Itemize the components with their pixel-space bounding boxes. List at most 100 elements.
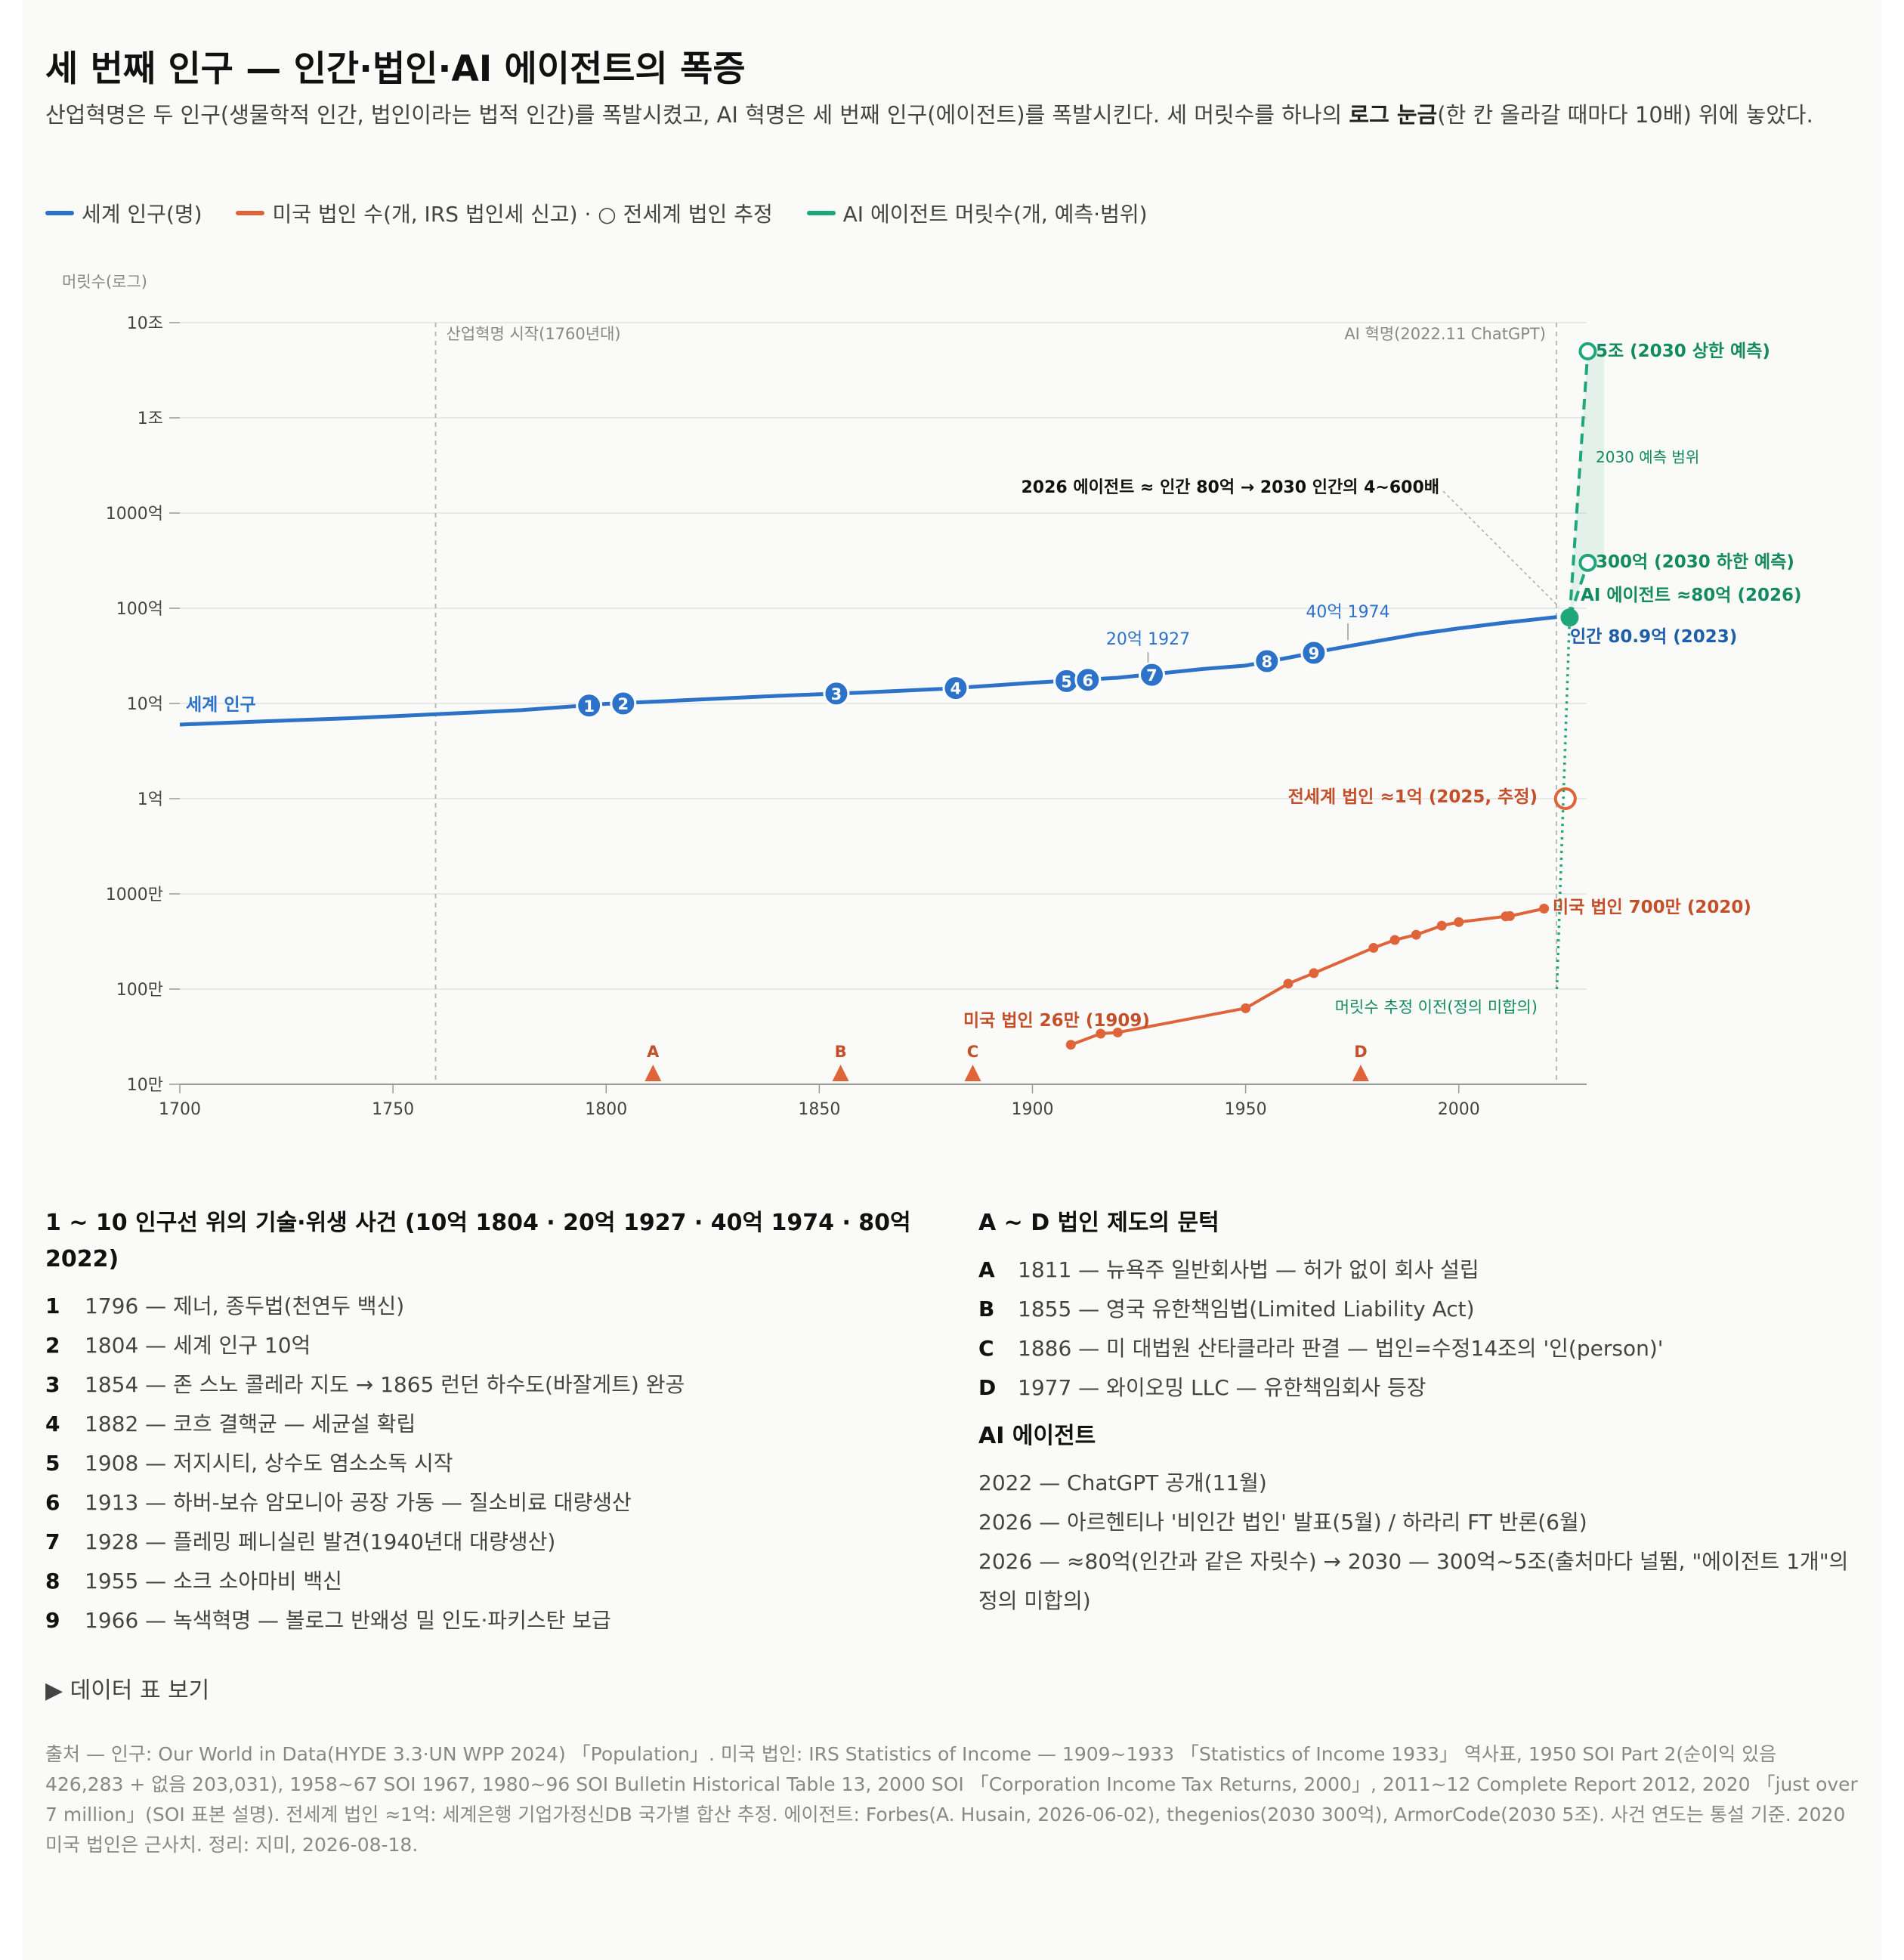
threshold-marker: [644, 1065, 662, 1081]
event-text: 1882 — 코흐 결핵균 — 세균설 확립: [85, 1411, 416, 1436]
pop-2b-label: 20억 1927: [1106, 630, 1190, 649]
agent-range-label: 2030 예측 범위: [1596, 448, 1699, 466]
corp-point: [1112, 1027, 1123, 1037]
threshold-key: A: [978, 1257, 995, 1282]
page-title: 세 번째 인구 — 인간·법인·AI 에이전트의 폭증: [45, 48, 746, 90]
legend-label-agents: AI 에이전트 머릿수(개, 예측·범위): [842, 202, 1148, 227]
threshold-text: 1886 — 미 대법원 산타클라라 판결 — 법인=수정14조의 '인(per…: [1018, 1336, 1664, 1361]
callout-leader: [1442, 490, 1559, 607]
agent-2026-label: AI 에이전트 ≈80억 (2026): [1581, 586, 1802, 605]
event-marker-label: 8: [1262, 653, 1273, 671]
legend-item-agents: AI 에이전트 머릿수(개, 예측·범위): [806, 198, 1148, 228]
events-notes: 1 ~ 10 인구선 위의 기술·위생 사건 (10억 1804 · 20억 1…: [45, 1205, 937, 1640]
x-tick-label: 2000: [1438, 1100, 1480, 1118]
threshold-marker-label: A: [647, 1043, 660, 1061]
x-tick-label: 1950: [1225, 1100, 1267, 1118]
ai-item: 2026 — ≈80억(인간과 같은 자릿수) → 2030 — 300억~5조…: [978, 1549, 1849, 1613]
vline-label: 산업혁명 시작(1760년대): [447, 325, 621, 343]
threshold-text: 1811 — 뉴욕주 일반회사법 — 허가 없이 회사 설립: [1018, 1257, 1479, 1282]
x-tick-label: 1700: [159, 1100, 201, 1118]
event-text: 1854 — 존 스노 콜레라 지도 → 1865 런던 하수도(바잘게트) 완…: [85, 1372, 685, 1397]
event-marker-label: 9: [1309, 645, 1320, 663]
thresholds-heading: A ~ D 법인 제도의 문턱: [978, 1210, 1219, 1236]
event-marker: [576, 692, 603, 719]
data-table-toggle[interactable]: ▶ 데이터 표 보기: [45, 1677, 210, 1704]
corp-point: [1436, 920, 1447, 931]
thresholds-notes: A ~ D 법인 제도의 문턱 A 1811 — 뉴욕주 일반회사법 — 허가 없…: [978, 1205, 1862, 1621]
y-tick-label: 1조: [138, 410, 163, 428]
event-text: 1796 — 제너, 종두법(천연두 백신): [85, 1294, 405, 1319]
agent-lower-point: [1578, 553, 1597, 572]
threshold-key: C: [978, 1336, 994, 1361]
event-marker-label: 7: [1146, 666, 1158, 685]
y-tick-label: 10억: [127, 695, 163, 714]
event-key: 1: [45, 1294, 60, 1319]
event-marker-label: 2: [617, 695, 629, 713]
legend-label-corporations: 미국 법인 수(개, IRS 법인세 신고) · ○ 전세계 법인 추정: [272, 202, 773, 227]
event-key: 4: [45, 1411, 60, 1436]
event-marker-label: 6: [1083, 672, 1094, 690]
x-tick-label: 1750: [372, 1100, 414, 1118]
event-item: 9 1966 — 녹색혁명 — 볼로그 반왜성 밀 인도·파키스탄 보급: [45, 1601, 937, 1640]
legend: 세계 인구(명) 미국 법인 수(개, IRS 법인세 신고) · ○ 전세계 …: [45, 198, 1175, 228]
subtitle-bold: 로그 눈금: [1349, 102, 1438, 128]
threshold-item: D 1977 — 와이오밍 LLC — 유한책임회사 등장: [978, 1368, 1862, 1408]
ai-item: 2026 — 아르헨티나 '비인간 법인' 발표(5월) / 하라리 FT 반론…: [978, 1510, 1587, 1535]
vline-label: AI 혁명(2022.11 ChatGPT): [1344, 325, 1546, 343]
event-marker-label: 3: [831, 685, 842, 703]
threshold-marker-label: C: [967, 1043, 978, 1061]
y-tick-label: 10조: [127, 314, 163, 333]
threshold-key: B: [978, 1297, 995, 1322]
threshold-item: A 1811 — 뉴욕주 일반회사법 — 허가 없이 회사 설립: [978, 1251, 1862, 1290]
corp-point: [1283, 978, 1294, 989]
event-key: 3: [45, 1372, 60, 1397]
threshold-text: 1977 — 와이오밍 LLC — 유한책임회사 등장: [1018, 1375, 1426, 1400]
threshold-marker-label: D: [1354, 1043, 1367, 1061]
agent-lower-label: 300억 (2030 하한 예측): [1596, 552, 1794, 572]
event-item: 3 1854 — 존 스노 콜레라 지도 → 1865 런던 하수도(바잘게트) …: [45, 1365, 937, 1405]
agent-2026-point: [1560, 608, 1579, 627]
corp-point: [1504, 910, 1515, 921]
corp-point: [1454, 917, 1464, 927]
x-tick-label: 1900: [1011, 1100, 1053, 1118]
legend-label-population: 세계 인구(명): [82, 202, 202, 227]
event-item: 5 1908 — 저지시티, 상수도 염소소독 시작: [45, 1444, 937, 1483]
event-marker: [1253, 648, 1281, 675]
event-key: 2: [45, 1333, 60, 1358]
event-marker-label: 1: [583, 697, 595, 716]
event-item: 6 1913 — 하버-보슈 암모니아 공장 가동 — 질소비료 대량생산: [45, 1483, 937, 1523]
event-text: 1804 — 세계 인구 10억: [85, 1333, 311, 1358]
event-item: 4 1882 — 코흐 결핵균 — 세균설 확립: [45, 1405, 937, 1444]
agent-pre-label: 머릿수 추정 이전(정의 미합의): [1335, 998, 1538, 1016]
subtitle-text-post: (한 칸 올라갈 때마다 10배) 위에 놓았다.: [1437, 102, 1813, 128]
y-tick-label: 1000억: [106, 505, 163, 524]
threshold-text: 1855 — 영국 유한책임법(Limited Liability Act): [1018, 1297, 1475, 1322]
event-text: 1966 — 녹색혁명 — 볼로그 반왜성 밀 인도·파키스탄 보급: [85, 1608, 611, 1633]
event-marker: [1074, 666, 1102, 694]
corp-end-label: 미국 법인 700만 (2020): [1553, 898, 1751, 917]
agent-upper-point: [1578, 342, 1597, 360]
log-chart: 머릿수(로그)10만100만1000만1억10억100억1000억1조10조17…: [62, 273, 1802, 1118]
legend-swatch-agents: [806, 211, 836, 215]
event-key: 5: [45, 1451, 60, 1476]
event-marker: [942, 675, 969, 702]
corp-point: [1241, 1003, 1251, 1013]
event-key: 9: [45, 1608, 60, 1633]
legend-item-corporations: 미국 법인 수(개, IRS 법인세 신고) · ○ 전세계 법인 추정: [236, 198, 773, 228]
event-text: 1913 — 하버-보슈 암모니아 공장 가동 — 질소비료 대량생산: [85, 1490, 632, 1515]
y-tick-label: 100억: [116, 600, 163, 619]
us-corporations-line: [1070, 907, 1545, 1046]
threshold-item: C 1886 — 미 대법원 산타클라라 판결 — 법인=수정14조의 '인(pe…: [978, 1329, 1862, 1368]
population-series-label: 세계 인구: [186, 695, 256, 715]
threshold-marker: [964, 1065, 981, 1081]
event-item: 8 1955 — 소크 소아마비 백신: [45, 1562, 937, 1601]
agent-upper-line: [1568, 351, 1590, 618]
corp-point: [1411, 929, 1421, 940]
agent-upper-label: 5조 (2030 상한 예측): [1596, 342, 1770, 361]
population-end-label: 인간 80.9억 (2023): [1570, 627, 1737, 647]
event-marker: [823, 680, 850, 707]
ai-heading: AI 에이전트: [978, 1423, 1096, 1449]
subtitle-text-pre: 산업혁명은 두 인구(생물학적 인간, 법인이라는 법적 인간)를 폭발시켰고,…: [45, 102, 1349, 128]
agent-callout-label: 2026 에이전트 ≈ 인간 80억 → 2030 인간의 4~600배: [1021, 478, 1439, 497]
threshold-marker-label: B: [835, 1043, 847, 1061]
